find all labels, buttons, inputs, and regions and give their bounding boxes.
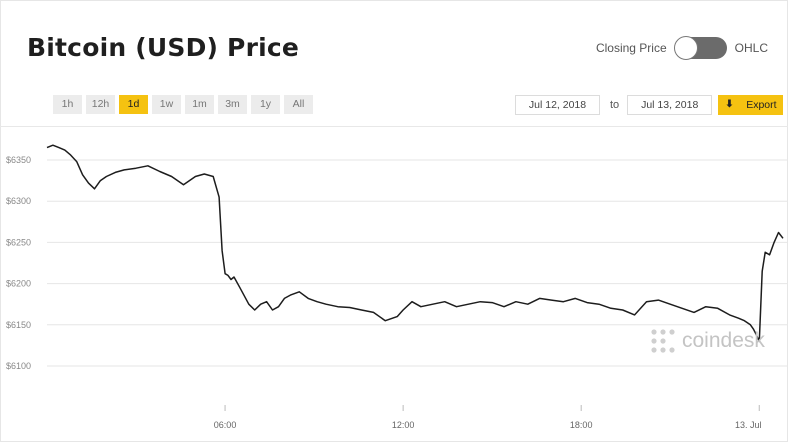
date-range: Jul 12, 2018 to Jul 13, 2018 ⬇ Export	[515, 95, 784, 115]
download-arrow-icon: ⬇	[725, 99, 734, 110]
y-tick-label: $6100	[6, 361, 31, 371]
price-mode-toggle[interactable]	[673, 36, 727, 60]
range-selector: 1h 12h 1d 1w 1m 3m 1y All	[53, 95, 317, 114]
range-button-12h[interactable]: 12h	[86, 95, 115, 114]
price-series-line	[46, 144, 784, 343]
closing-price-label: Closing Price	[595, 41, 667, 55]
coindesk-watermark: coindesk	[650, 328, 765, 354]
date-to-label: to	[610, 99, 620, 111]
date-to-input[interactable]: Jul 13, 2018	[627, 95, 713, 115]
toggle-knob	[673, 36, 698, 60]
price-mode-toggle-group: Closing Price OHLC	[595, 36, 768, 60]
range-button-all[interactable]: All	[284, 95, 313, 114]
y-tick-label: $6300	[6, 196, 31, 206]
range-button-1w[interactable]: 1w	[152, 95, 181, 114]
range-button-1h[interactable]: 1h	[53, 95, 82, 114]
y-tick-label: $6350	[6, 155, 31, 165]
x-tick-label: 06:00	[214, 420, 237, 430]
header-divider	[0, 126, 788, 127]
date-from-input[interactable]: Jul 12, 2018	[515, 95, 600, 115]
range-button-1d[interactable]: 1d	[119, 95, 148, 114]
x-tick-label: 12:00	[392, 420, 415, 430]
range-button-1y[interactable]: 1y	[251, 95, 280, 114]
export-label: Export	[746, 99, 777, 111]
export-button[interactable]: ⬇ Export	[718, 95, 784, 115]
x-tick-label: 18:00	[570, 420, 593, 430]
watermark-text: coindesk	[682, 329, 765, 352]
y-tick-label: $6250	[6, 237, 31, 247]
coindesk-logo-icon	[651, 329, 675, 353]
range-button-1m[interactable]: 1m	[185, 95, 214, 114]
y-tick-label: $6200	[6, 279, 31, 289]
ohlc-label: OHLC	[734, 41, 768, 55]
range-button-3m[interactable]: 3m	[218, 95, 247, 114]
x-tick-label: 13. Jul	[735, 420, 762, 430]
y-tick-label: $6150	[6, 320, 31, 330]
page-title: Bitcoin (USD) Price	[27, 33, 300, 62]
